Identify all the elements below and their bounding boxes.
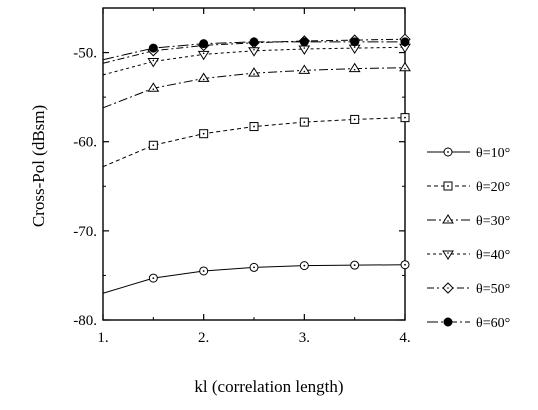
data-point-2-4-dot bbox=[303, 70, 306, 73]
legend: θ=10° θ=20° θ=30° θ=40° θ=50° θ=60° bbox=[427, 146, 510, 331]
data-point-0-3-dot bbox=[253, 266, 255, 269]
legend-label-3: θ=40° bbox=[476, 248, 510, 263]
data-point-2-1 bbox=[147, 82, 160, 92]
data-point-2-4 bbox=[298, 64, 311, 74]
data-point-0-1-dot bbox=[152, 277, 155, 280]
series-1 bbox=[102, 113, 410, 168]
legend-marker-2-dot bbox=[447, 220, 449, 222]
y-tick-label-1: -60. bbox=[73, 135, 97, 151]
y-tick-label-0: -50. bbox=[73, 46, 97, 62]
data-point-1-2-dot bbox=[202, 132, 205, 135]
data-point-1-1-dot bbox=[152, 144, 155, 147]
legend-label-1: θ=20° bbox=[476, 180, 510, 195]
data-point-1-5-dot bbox=[353, 118, 356, 121]
legend-marker-0-dot bbox=[447, 151, 449, 153]
data-point-2-5 bbox=[348, 62, 361, 73]
legend-marker-2 bbox=[442, 214, 454, 224]
data-point-1-3-dot bbox=[253, 125, 255, 128]
legend-marker-1-dot bbox=[447, 185, 449, 187]
x-tick-label-1: 2. bbox=[198, 330, 209, 346]
x-tick-label-0: 1. bbox=[97, 330, 108, 346]
legend-label-4: θ=50° bbox=[476, 282, 510, 297]
data-point-2-6-dot bbox=[404, 67, 406, 70]
data-point-5-2 bbox=[199, 39, 209, 49]
x-tick-label-3: 4. bbox=[399, 330, 410, 346]
axis-ticks: 1. 2. 3. 4. -50. -60. -70. -80. bbox=[73, 8, 411, 346]
legend-item-2: θ=30° bbox=[427, 214, 510, 229]
series-0 bbox=[102, 260, 410, 294]
series-layer bbox=[102, 33, 411, 294]
data-point-2-2-dot bbox=[202, 78, 205, 81]
data-point-2-6 bbox=[399, 61, 411, 72]
data-point-0-6-dot bbox=[404, 263, 406, 266]
data-point-0-4-dot bbox=[303, 264, 306, 267]
data-point-5-1 bbox=[148, 43, 158, 53]
data-point-5-6 bbox=[400, 37, 410, 47]
data-point-3-4-dot bbox=[303, 47, 306, 49]
legend-marker-3-dot bbox=[447, 252, 449, 254]
legend-marker-4-dot bbox=[447, 287, 449, 289]
legend-item-3: θ=40° bbox=[427, 248, 510, 263]
legend-item-1: θ=20° bbox=[427, 180, 510, 195]
data-point-2-3 bbox=[248, 67, 260, 77]
data-point-1-6-dot bbox=[404, 116, 406, 119]
legend-label-2: θ=30° bbox=[476, 214, 510, 229]
data-point-2-5-dot bbox=[353, 68, 356, 71]
data-point-0-2-dot bbox=[202, 270, 205, 272]
legend-label-0: θ=10° bbox=[476, 146, 510, 161]
x-axis-title: kl (correlation length) bbox=[194, 377, 343, 396]
y-tick-label-3: -80. bbox=[73, 313, 97, 329]
data-point-3-5-dot bbox=[353, 46, 356, 48]
legend-item-5: θ=60° bbox=[427, 316, 510, 331]
data-point-3-2 bbox=[197, 50, 210, 61]
data-point-3-1 bbox=[147, 57, 160, 68]
y-tick-label-2: -70. bbox=[73, 224, 97, 240]
data-point-2-2 bbox=[197, 72, 210, 82]
data-point-5-4 bbox=[299, 37, 309, 47]
data-point-3-1-dot bbox=[152, 59, 155, 62]
data-point-0-5-dot bbox=[353, 264, 356, 267]
legend-marker-5 bbox=[443, 317, 453, 327]
legend-label-5: θ=60° bbox=[476, 316, 510, 331]
data-point-3-3-dot bbox=[253, 48, 255, 51]
legend-item-0: θ=10° bbox=[427, 146, 510, 161]
legend-marker-3 bbox=[442, 250, 454, 260]
data-point-2-3-dot bbox=[253, 73, 255, 75]
x-tick-label-2: 3. bbox=[299, 330, 310, 346]
legend-item-4: θ=50° bbox=[427, 282, 510, 297]
series-2 bbox=[102, 61, 411, 109]
y-axis-title: Cross-Pol (dBsm) bbox=[29, 105, 48, 227]
data-point-3-2-dot bbox=[202, 52, 205, 55]
data-point-1-4-dot bbox=[303, 121, 306, 124]
data-point-2-1-dot bbox=[152, 88, 155, 91]
data-point-5-3 bbox=[249, 37, 259, 47]
data-point-5-5 bbox=[350, 37, 360, 47]
series-5 bbox=[102, 37, 410, 61]
